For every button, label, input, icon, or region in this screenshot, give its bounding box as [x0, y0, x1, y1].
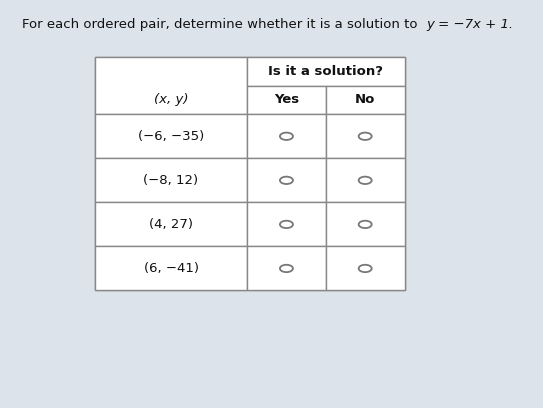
- Text: (4, 27): (4, 27): [149, 218, 193, 231]
- Text: No: No: [355, 93, 375, 106]
- Text: (6, −41): (6, −41): [143, 262, 199, 275]
- Text: (x, y): (x, y): [154, 93, 188, 106]
- Text: y = −7x + 1.: y = −7x + 1.: [426, 18, 513, 31]
- Text: (−6, −35): (−6, −35): [138, 130, 204, 143]
- Text: Is it a solution?: Is it a solution?: [268, 65, 383, 78]
- Text: Yes: Yes: [274, 93, 299, 106]
- Text: (−8, 12): (−8, 12): [143, 174, 199, 187]
- Text: For each ordered pair, determine whether it is a solution to: For each ordered pair, determine whether…: [22, 18, 421, 31]
